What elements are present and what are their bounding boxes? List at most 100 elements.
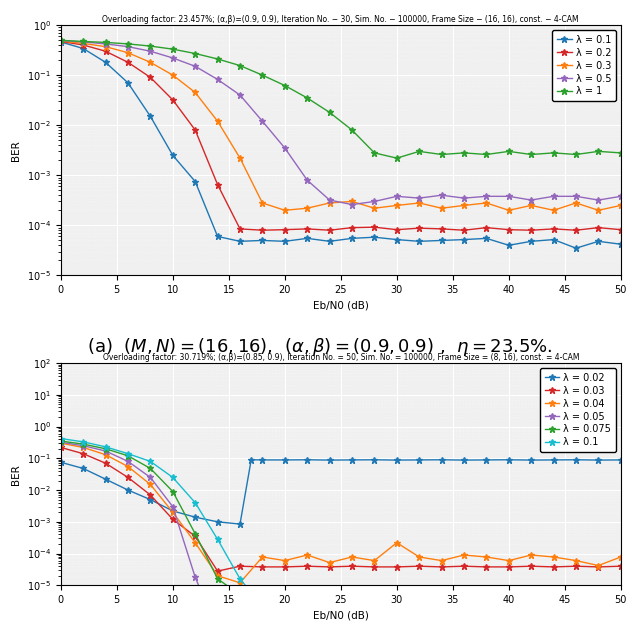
λ = 0.03 <box>79 450 87 458</box>
λ = 0.5 <box>169 54 177 62</box>
λ = 0.075 <box>79 440 87 448</box>
λ = 0.03 <box>371 563 378 571</box>
λ = 0.05 <box>326 617 333 624</box>
Legend: λ = 0.02, λ = 0.03, λ = 0.04, λ = 0.05, λ = 0.075, λ = 0.1: λ = 0.02, λ = 0.03, λ = 0.04, λ = 0.05, … <box>540 368 616 452</box>
λ = 0.3 <box>102 43 109 51</box>
λ = 0.075 <box>617 591 625 598</box>
Title: Overloading factor: 30.719%; (α,β)=(0.85, 0.9), Iteration No. = 50, Sim. No. = 1: Overloading factor: 30.719%; (α,β)=(0.85… <box>102 353 579 362</box>
λ = 0.5 <box>102 40 109 48</box>
λ = 0.5 <box>415 194 423 202</box>
λ = 0.3 <box>191 89 199 96</box>
λ = 1 <box>550 149 557 156</box>
λ = 0.1 <box>415 602 423 610</box>
λ = 0.1 <box>236 575 244 583</box>
λ = 0.03 <box>281 563 289 571</box>
λ = 0.02 <box>438 456 445 463</box>
λ = 0.3 <box>415 199 423 207</box>
λ = 0.1 <box>527 238 535 245</box>
λ = 0.075 <box>124 452 132 459</box>
λ = 0.2 <box>169 96 177 104</box>
λ = 0.5 <box>348 201 356 208</box>
λ = 0.03 <box>438 563 445 571</box>
λ = 1 <box>326 109 333 116</box>
λ = 0.3 <box>214 118 221 125</box>
λ = 0.04 <box>550 553 557 561</box>
Line: λ = 0.1: λ = 0.1 <box>58 435 624 610</box>
λ = 0.5 <box>303 177 311 184</box>
λ = 0.03 <box>348 562 356 570</box>
λ = 1 <box>169 46 177 53</box>
λ = 0.2 <box>371 223 378 231</box>
λ = 0.5 <box>79 38 87 46</box>
λ = 0.5 <box>393 193 401 200</box>
λ = 0.04 <box>124 463 132 470</box>
λ = 0.03 <box>572 562 580 570</box>
λ = 0.1 <box>303 235 311 242</box>
λ = 0.1 <box>147 113 154 120</box>
λ = 1 <box>371 149 378 156</box>
λ = 0.05 <box>281 617 289 624</box>
λ = 0.04 <box>281 557 289 565</box>
λ = 0.05 <box>371 617 378 624</box>
λ = 1 <box>124 40 132 48</box>
λ = 0.1 <box>550 236 557 244</box>
λ = 0.03 <box>527 562 535 570</box>
λ = 0.1 <box>617 602 625 610</box>
λ = 0.1 <box>505 602 513 610</box>
λ = 0.05 <box>191 573 199 581</box>
λ = 0.05 <box>438 617 445 624</box>
λ = 0.5 <box>281 144 289 151</box>
λ = 0.075 <box>460 591 468 598</box>
λ = 0.05 <box>595 617 602 624</box>
λ = 0.02 <box>393 456 401 464</box>
Line: λ = 0.1: λ = 0.1 <box>58 38 624 252</box>
λ = 0.04 <box>393 539 401 546</box>
λ = 0.1 <box>281 238 289 245</box>
λ = 0.5 <box>259 118 266 125</box>
λ = 0.05 <box>572 617 580 624</box>
λ = 0.3 <box>124 49 132 56</box>
λ = 0.1 <box>415 238 423 245</box>
λ = 0.02 <box>169 507 177 515</box>
λ = 0.05 <box>169 503 177 510</box>
λ = 0.2 <box>326 227 333 234</box>
λ = 0.1 <box>79 438 87 446</box>
λ = 1 <box>303 94 311 101</box>
λ = 0.02 <box>57 458 65 466</box>
Line: λ = 0.04: λ = 0.04 <box>58 439 624 587</box>
λ = 0.1 <box>259 237 266 244</box>
λ = 0.5 <box>147 48 154 55</box>
λ = 0.3 <box>550 207 557 214</box>
λ = 0.1 <box>236 238 244 245</box>
λ = 0.1 <box>438 602 445 610</box>
λ = 0.5 <box>57 37 65 44</box>
λ = 0.05 <box>415 617 423 624</box>
λ = 0.03 <box>191 533 199 540</box>
λ = 0.5 <box>595 197 602 204</box>
λ = 0.2 <box>483 224 490 232</box>
Line: λ = 0.3: λ = 0.3 <box>58 38 624 213</box>
λ = 0.04 <box>348 553 356 561</box>
λ = 0.03 <box>595 563 602 571</box>
λ = 0.3 <box>348 198 356 205</box>
λ = 0.1 <box>460 602 468 610</box>
λ = 0.2 <box>147 74 154 81</box>
λ = 0.5 <box>483 193 490 200</box>
λ = 0.5 <box>236 91 244 99</box>
λ = 1 <box>191 49 199 57</box>
λ = 0.1 <box>281 602 289 610</box>
λ = 0.1 <box>483 235 490 242</box>
λ = 0.075 <box>483 591 490 598</box>
λ = 0.02 <box>303 456 311 463</box>
λ = 0.5 <box>191 63 199 70</box>
λ = 0.5 <box>371 198 378 205</box>
λ = 0.05 <box>57 439 65 446</box>
Line: λ = 0.03: λ = 0.03 <box>58 444 624 575</box>
λ = 0.1 <box>572 244 580 252</box>
λ = 0.1 <box>57 38 65 46</box>
λ = 0.02 <box>247 456 255 463</box>
λ = 0.3 <box>527 202 535 209</box>
λ = 1 <box>214 55 221 63</box>
Y-axis label: BER: BER <box>12 464 21 485</box>
λ = 0.2 <box>57 38 65 45</box>
